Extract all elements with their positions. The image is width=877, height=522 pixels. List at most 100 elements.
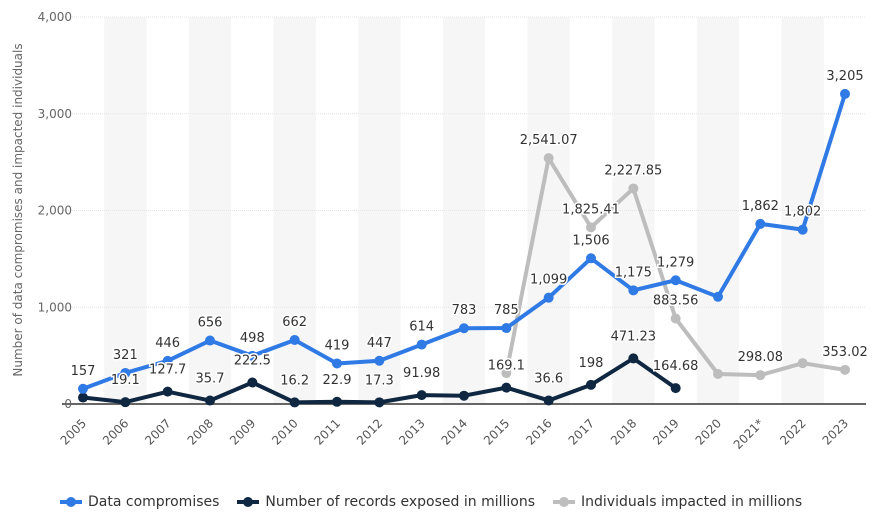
data-point (586, 253, 596, 264)
legend-swatch (237, 497, 260, 507)
data-point (120, 397, 131, 408)
data-point (501, 382, 512, 393)
legend-label: Number of records exposed in millions (265, 494, 536, 510)
legend-label: Data compromises (88, 494, 220, 510)
data-point (120, 367, 131, 378)
x-tick-label: 2011 (312, 416, 343, 447)
band (358, 17, 401, 404)
data-point (713, 291, 723, 302)
data-point (755, 218, 766, 229)
x-tick-label: 2013 (396, 416, 427, 447)
data-label: 91.98 (403, 366, 440, 381)
data-point (78, 392, 88, 403)
band (612, 17, 655, 404)
data-label: 19.1 (111, 373, 140, 388)
x-tick-label: 2006 (100, 416, 131, 447)
data-label: 127.7 (149, 363, 186, 378)
data-label: 164.68 (653, 359, 699, 374)
x-tick-label: 2020 (693, 416, 724, 447)
data-label: 1,802 (784, 205, 821, 220)
data-label: 783 (452, 303, 477, 318)
x-tick-label: 2010 (269, 416, 300, 447)
data-point (628, 285, 639, 296)
data-point (797, 224, 808, 235)
data-point (459, 323, 469, 334)
x-tick-label: 2015 (481, 416, 512, 447)
data-label: 2,227.85 (604, 163, 662, 178)
x-tick-label: 2022 (777, 416, 808, 447)
y-axis-title: Number of data compromises and impacted … (11, 43, 25, 376)
y-tick-label: 3,000 (38, 107, 72, 121)
data-point (797, 358, 808, 369)
data-point (543, 395, 554, 406)
data-label: 36.6 (534, 371, 563, 386)
data-point (374, 397, 385, 408)
x-tick-label: 2012 (354, 416, 385, 447)
data-label: 1,506 (572, 233, 609, 248)
data-label: 16.2 (280, 373, 309, 388)
data-point (586, 222, 596, 233)
data-point (543, 292, 554, 303)
data-point (586, 379, 596, 390)
data-point (205, 395, 215, 406)
data-point (416, 390, 427, 401)
data-point (840, 88, 850, 99)
data-point (332, 358, 342, 369)
data-label: 353.02 (822, 345, 868, 360)
data-point (501, 323, 512, 334)
data-label: 157 (71, 364, 96, 379)
x-tick-label: 2014 (439, 416, 470, 447)
data-label: 1,862 (742, 199, 779, 214)
x-tick-label: 2005 (58, 416, 89, 447)
data-label: 1,825.41 (562, 202, 620, 217)
data-point (670, 313, 681, 324)
data-point (713, 369, 723, 380)
x-tick-label: 2021* (731, 416, 767, 452)
data-label: 2,541.07 (520, 133, 578, 148)
x-tick-label: 2023 (820, 416, 851, 447)
y-tick-label: 4,000 (38, 10, 72, 24)
legend-item[interactable]: Data compromises (60, 494, 219, 510)
legend-label: Individuals impacted in millions (581, 494, 803, 510)
data-point (162, 386, 173, 397)
data-point (416, 339, 427, 350)
data-point (332, 396, 342, 407)
data-point (755, 370, 766, 381)
data-point (628, 353, 639, 364)
data-label: 3,205 (826, 69, 863, 84)
data-point (289, 397, 300, 408)
data-point (374, 355, 385, 366)
data-point (459, 390, 469, 401)
data-label: 35.7 (196, 372, 225, 387)
data-label: 17.3 (365, 373, 394, 388)
data-label: 222.5 (234, 353, 271, 368)
data-label: 662 (282, 315, 307, 330)
band (104, 17, 147, 404)
legend-swatch (60, 497, 82, 507)
legend-swatch (553, 497, 576, 507)
data-label: 321 (113, 348, 138, 363)
data-point (501, 368, 512, 379)
data-point (670, 275, 681, 286)
x-tick-label: 2016 (523, 416, 554, 447)
data-label: 1,279 (657, 255, 694, 270)
data-label: 1,099 (530, 273, 567, 288)
legend-item[interactable]: Number of records exposed in millions (237, 494, 535, 510)
x-tick-label: 2019 (650, 416, 681, 447)
data-label: 471.23 (611, 329, 657, 344)
data-point (840, 364, 850, 375)
x-tick-label: 2017 (566, 416, 597, 447)
y-tick-label: 0 (64, 397, 72, 411)
legend-item[interactable]: Individuals impacted in millions (553, 494, 802, 510)
data-point (205, 335, 215, 346)
data-point (247, 377, 258, 388)
data-point (247, 350, 258, 361)
x-tick-label: 2008 (185, 416, 216, 447)
data-point (78, 383, 88, 394)
data-label: 614 (409, 320, 434, 335)
data-label: 498 (240, 331, 265, 346)
data-label: 419 (325, 338, 350, 353)
x-tick-label: 2009 (227, 416, 258, 447)
data-label: 447 (367, 336, 392, 351)
data-label: 298.08 (738, 350, 784, 365)
